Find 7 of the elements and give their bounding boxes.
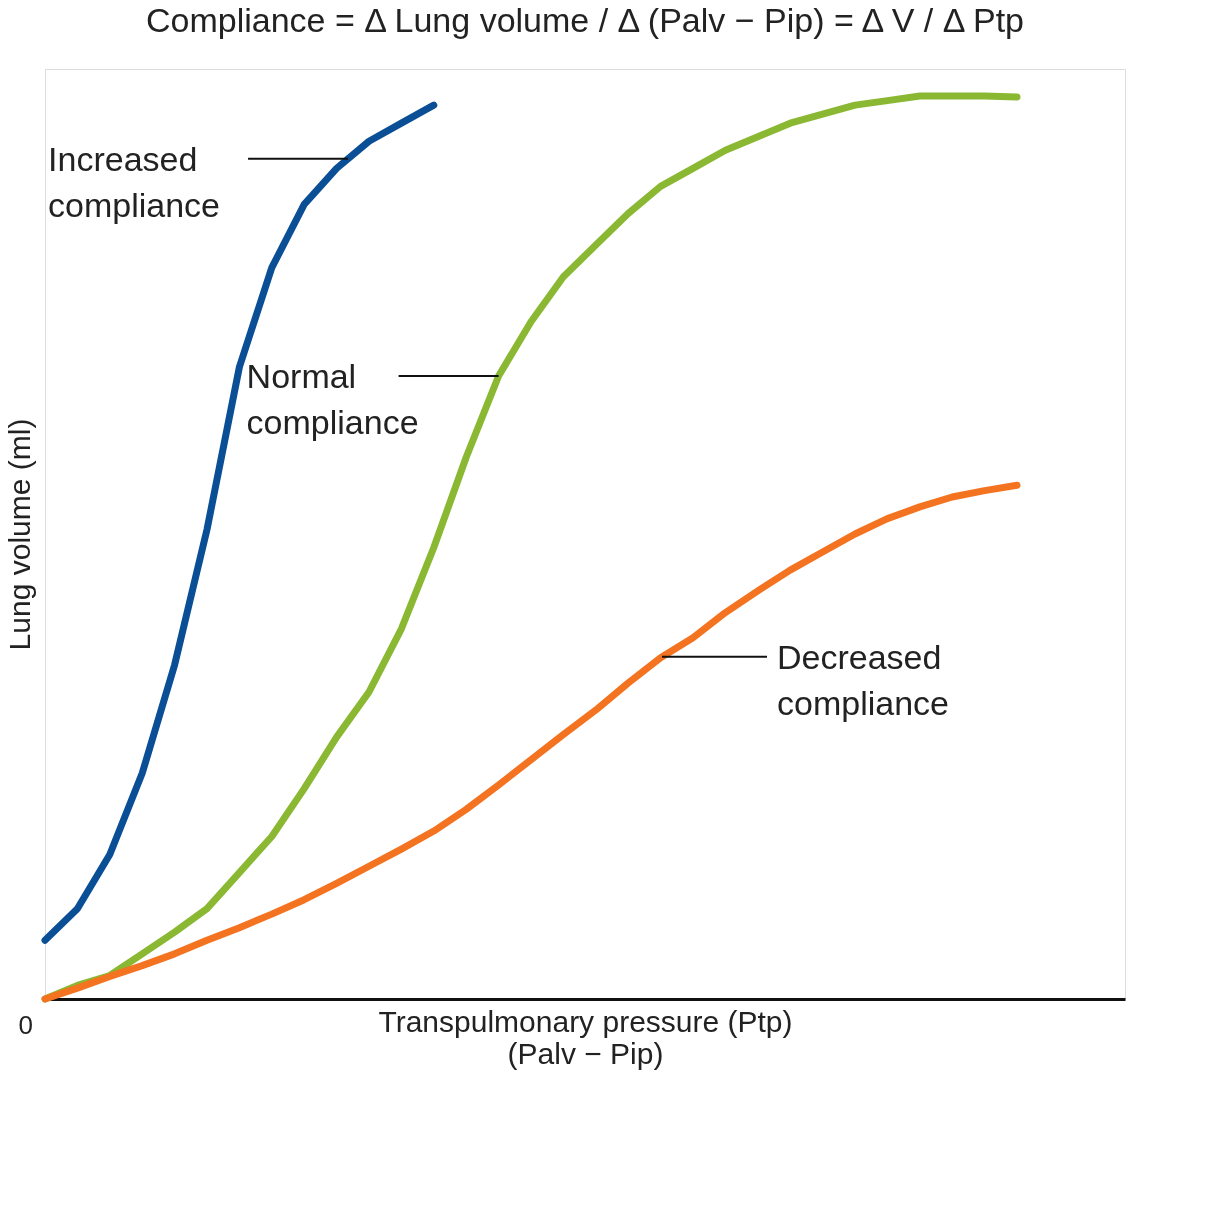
y-axis-title: Lung volume (ml) bbox=[2, 418, 36, 651]
text: 0 bbox=[18, 1010, 33, 1040]
x-axis-title: Transpulmonary pressure (Ptp) (Palv − Pip) bbox=[378, 1004, 793, 1070]
chart-title: Compliance = Δ Lung volume / Δ (Palv − Pip) = Δ V / Δ Ptp bbox=[145, 1, 1025, 39]
annotation: Increased compliance bbox=[48, 139, 221, 224]
annotation: Normal compliance bbox=[246, 356, 419, 441]
annotation: Decreased compliance bbox=[777, 637, 949, 722]
